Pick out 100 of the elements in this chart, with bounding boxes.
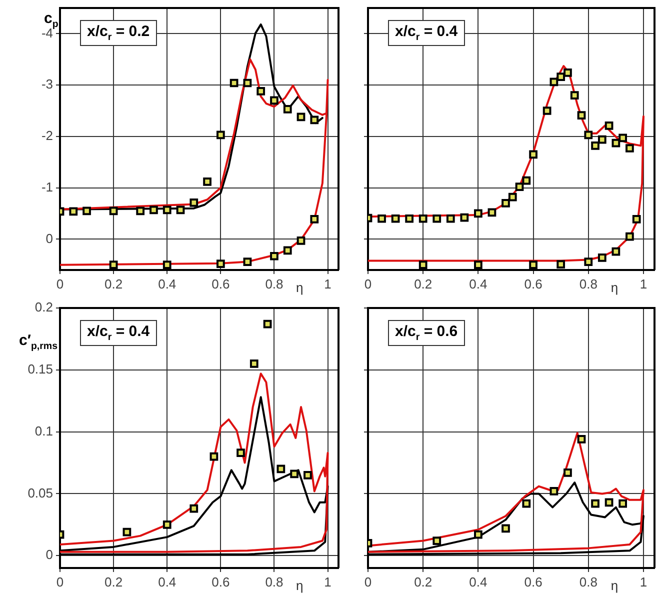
point (522, 176, 531, 185)
point (391, 214, 400, 223)
point (529, 150, 538, 159)
annotation: x/c$_{r}$ = 0.4 (80, 320, 157, 346)
point (556, 260, 566, 269)
point (502, 199, 510, 208)
x-tick-label: 0.4 (158, 574, 176, 590)
x-tick-label: 0.2 (104, 574, 123, 590)
x-axis-title: η (610, 578, 618, 593)
y-tick-label: 0.2 (34, 300, 53, 315)
point (446, 214, 455, 223)
point (418, 260, 428, 270)
x-tick-label: 0.4 (469, 574, 488, 590)
point (604, 498, 614, 507)
point (618, 134, 627, 142)
x-tick-label: 0.8 (265, 276, 284, 292)
x-tick-label: 0.2 (414, 574, 432, 590)
point (230, 78, 238, 88)
x-tick-label: 0 (56, 276, 64, 292)
point (210, 452, 218, 461)
x-tick-label: 0.8 (265, 574, 284, 590)
point (310, 214, 319, 224)
point (626, 144, 634, 152)
point (577, 111, 586, 120)
point (515, 182, 524, 191)
point (488, 208, 496, 217)
x-tick-label: 0.4 (158, 276, 176, 292)
point (626, 232, 634, 241)
point (612, 138, 620, 148)
x-tick-label: 1 (640, 574, 648, 590)
point (250, 360, 258, 368)
point (136, 206, 145, 216)
y-tick-label: 0 (46, 547, 53, 562)
point (378, 214, 386, 223)
y-tick-label: -1 (41, 179, 53, 194)
x-tick-label: 0.8 (579, 574, 598, 590)
point (82, 206, 91, 216)
annotation: x/c$_{r}$ = 0.2 (80, 20, 157, 46)
y-axis-title: c′$_{p,rms}$ (19, 332, 58, 352)
x-tick-label: 0.2 (414, 276, 432, 292)
x-tick-label: 0.2 (104, 276, 123, 292)
point (584, 258, 593, 266)
y-tick-label: 0.05 (28, 485, 53, 500)
x-tick-label: 0.6 (212, 574, 230, 590)
point (474, 530, 482, 539)
point (591, 499, 600, 508)
point (162, 520, 172, 529)
y-tick-label: -2 (41, 128, 53, 144)
point (216, 260, 225, 268)
point (296, 112, 306, 122)
point (256, 87, 266, 96)
point (276, 464, 286, 474)
point (296, 236, 306, 245)
point (529, 260, 538, 270)
point (570, 91, 579, 100)
point (405, 214, 414, 223)
point (109, 260, 118, 270)
point (432, 214, 442, 223)
point (69, 207, 78, 216)
x-tick-label: 0 (364, 276, 372, 292)
annotation: x/c$_{r}$ = 0.6 (388, 320, 465, 346)
point (577, 435, 586, 444)
point (270, 252, 278, 260)
point (236, 448, 245, 458)
point (556, 72, 566, 82)
x-axis-title: η (296, 280, 304, 295)
point (632, 214, 641, 224)
point (508, 192, 517, 202)
point (612, 247, 620, 256)
point (150, 206, 158, 214)
point (564, 468, 572, 477)
point (290, 470, 298, 478)
annotation: x/c$_{r}$ = 0.4 (388, 20, 465, 46)
x-tick-label: 0 (364, 574, 372, 590)
point (502, 524, 510, 533)
point (598, 253, 606, 262)
point (190, 504, 198, 513)
point (564, 68, 572, 77)
x-tick-label: 0.6 (524, 574, 542, 590)
point (190, 198, 198, 207)
point (584, 130, 593, 140)
x-tick-label: 0.6 (524, 276, 542, 292)
point (542, 106, 552, 115)
y-tick-label: 0 (46, 230, 53, 246)
point (162, 260, 172, 270)
point (270, 96, 278, 105)
x-axis-title: η (296, 578, 304, 593)
point (460, 213, 469, 222)
point (243, 258, 252, 266)
point (304, 470, 312, 480)
point (109, 206, 118, 216)
point (162, 206, 172, 214)
point (263, 320, 272, 328)
x-tick-label: 1 (324, 574, 332, 590)
x-tick-label: 1 (640, 276, 648, 292)
point (550, 78, 558, 86)
x-tick-label: 0.6 (212, 276, 230, 292)
point (243, 78, 252, 88)
x-tick-label: 1 (324, 276, 332, 292)
x-axis-title: η (610, 280, 618, 295)
